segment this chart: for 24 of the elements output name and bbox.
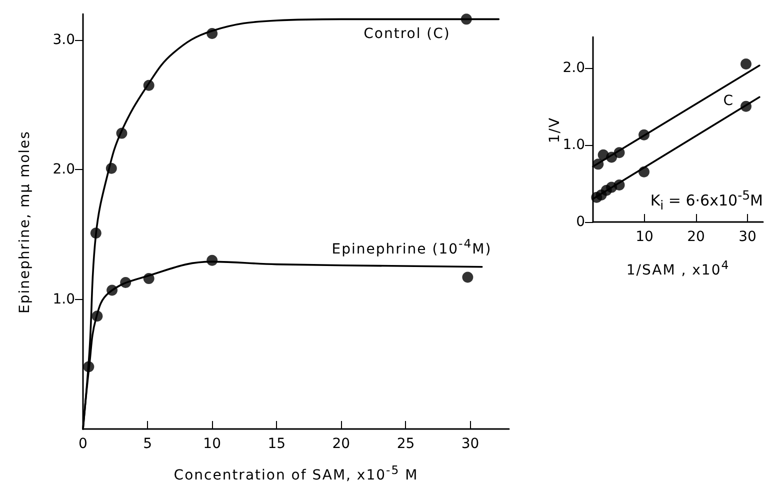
y-tick-label: 3.0 xyxy=(52,32,75,48)
x-tick-label: 0 xyxy=(78,436,88,452)
series-label: Control (C) xyxy=(364,26,450,42)
x-axis-title: Concentration of SAM, x10$^{-5}$ M xyxy=(174,463,418,483)
x-tick-label: 10 xyxy=(636,229,654,245)
x-axis-title: 1/SAM , x10$^{4}$ xyxy=(626,258,730,279)
y-tick-label: 1.0 xyxy=(562,136,585,153)
y-axis-title: 1/V xyxy=(547,116,563,143)
annotation: K$_{i}$ = 6·6x10$^{-5}$M xyxy=(650,188,763,212)
series-label: C xyxy=(723,93,734,110)
x-tick-label: 20 xyxy=(687,229,705,245)
x-tick-label: 10 xyxy=(203,436,222,452)
x-tick-label: 30 xyxy=(738,229,756,245)
x-tick-label: 5 xyxy=(143,436,152,452)
x-tick-label: 25 xyxy=(396,436,415,452)
y-tick-label: 2.0 xyxy=(52,162,75,178)
x-tick-label: 20 xyxy=(332,436,350,452)
series-label: Epinephrine (10$^{-4}$M) xyxy=(332,236,492,258)
y-tick-label: 0 xyxy=(576,214,585,230)
y-axis-title: Epinephrine, mμ moles xyxy=(17,130,33,313)
y-tick-label: 2.0 xyxy=(562,60,585,76)
x-tick-label: 30 xyxy=(461,436,480,452)
y-tick-label: 1.0 xyxy=(52,291,75,308)
x-tick-label: 15 xyxy=(268,436,286,452)
